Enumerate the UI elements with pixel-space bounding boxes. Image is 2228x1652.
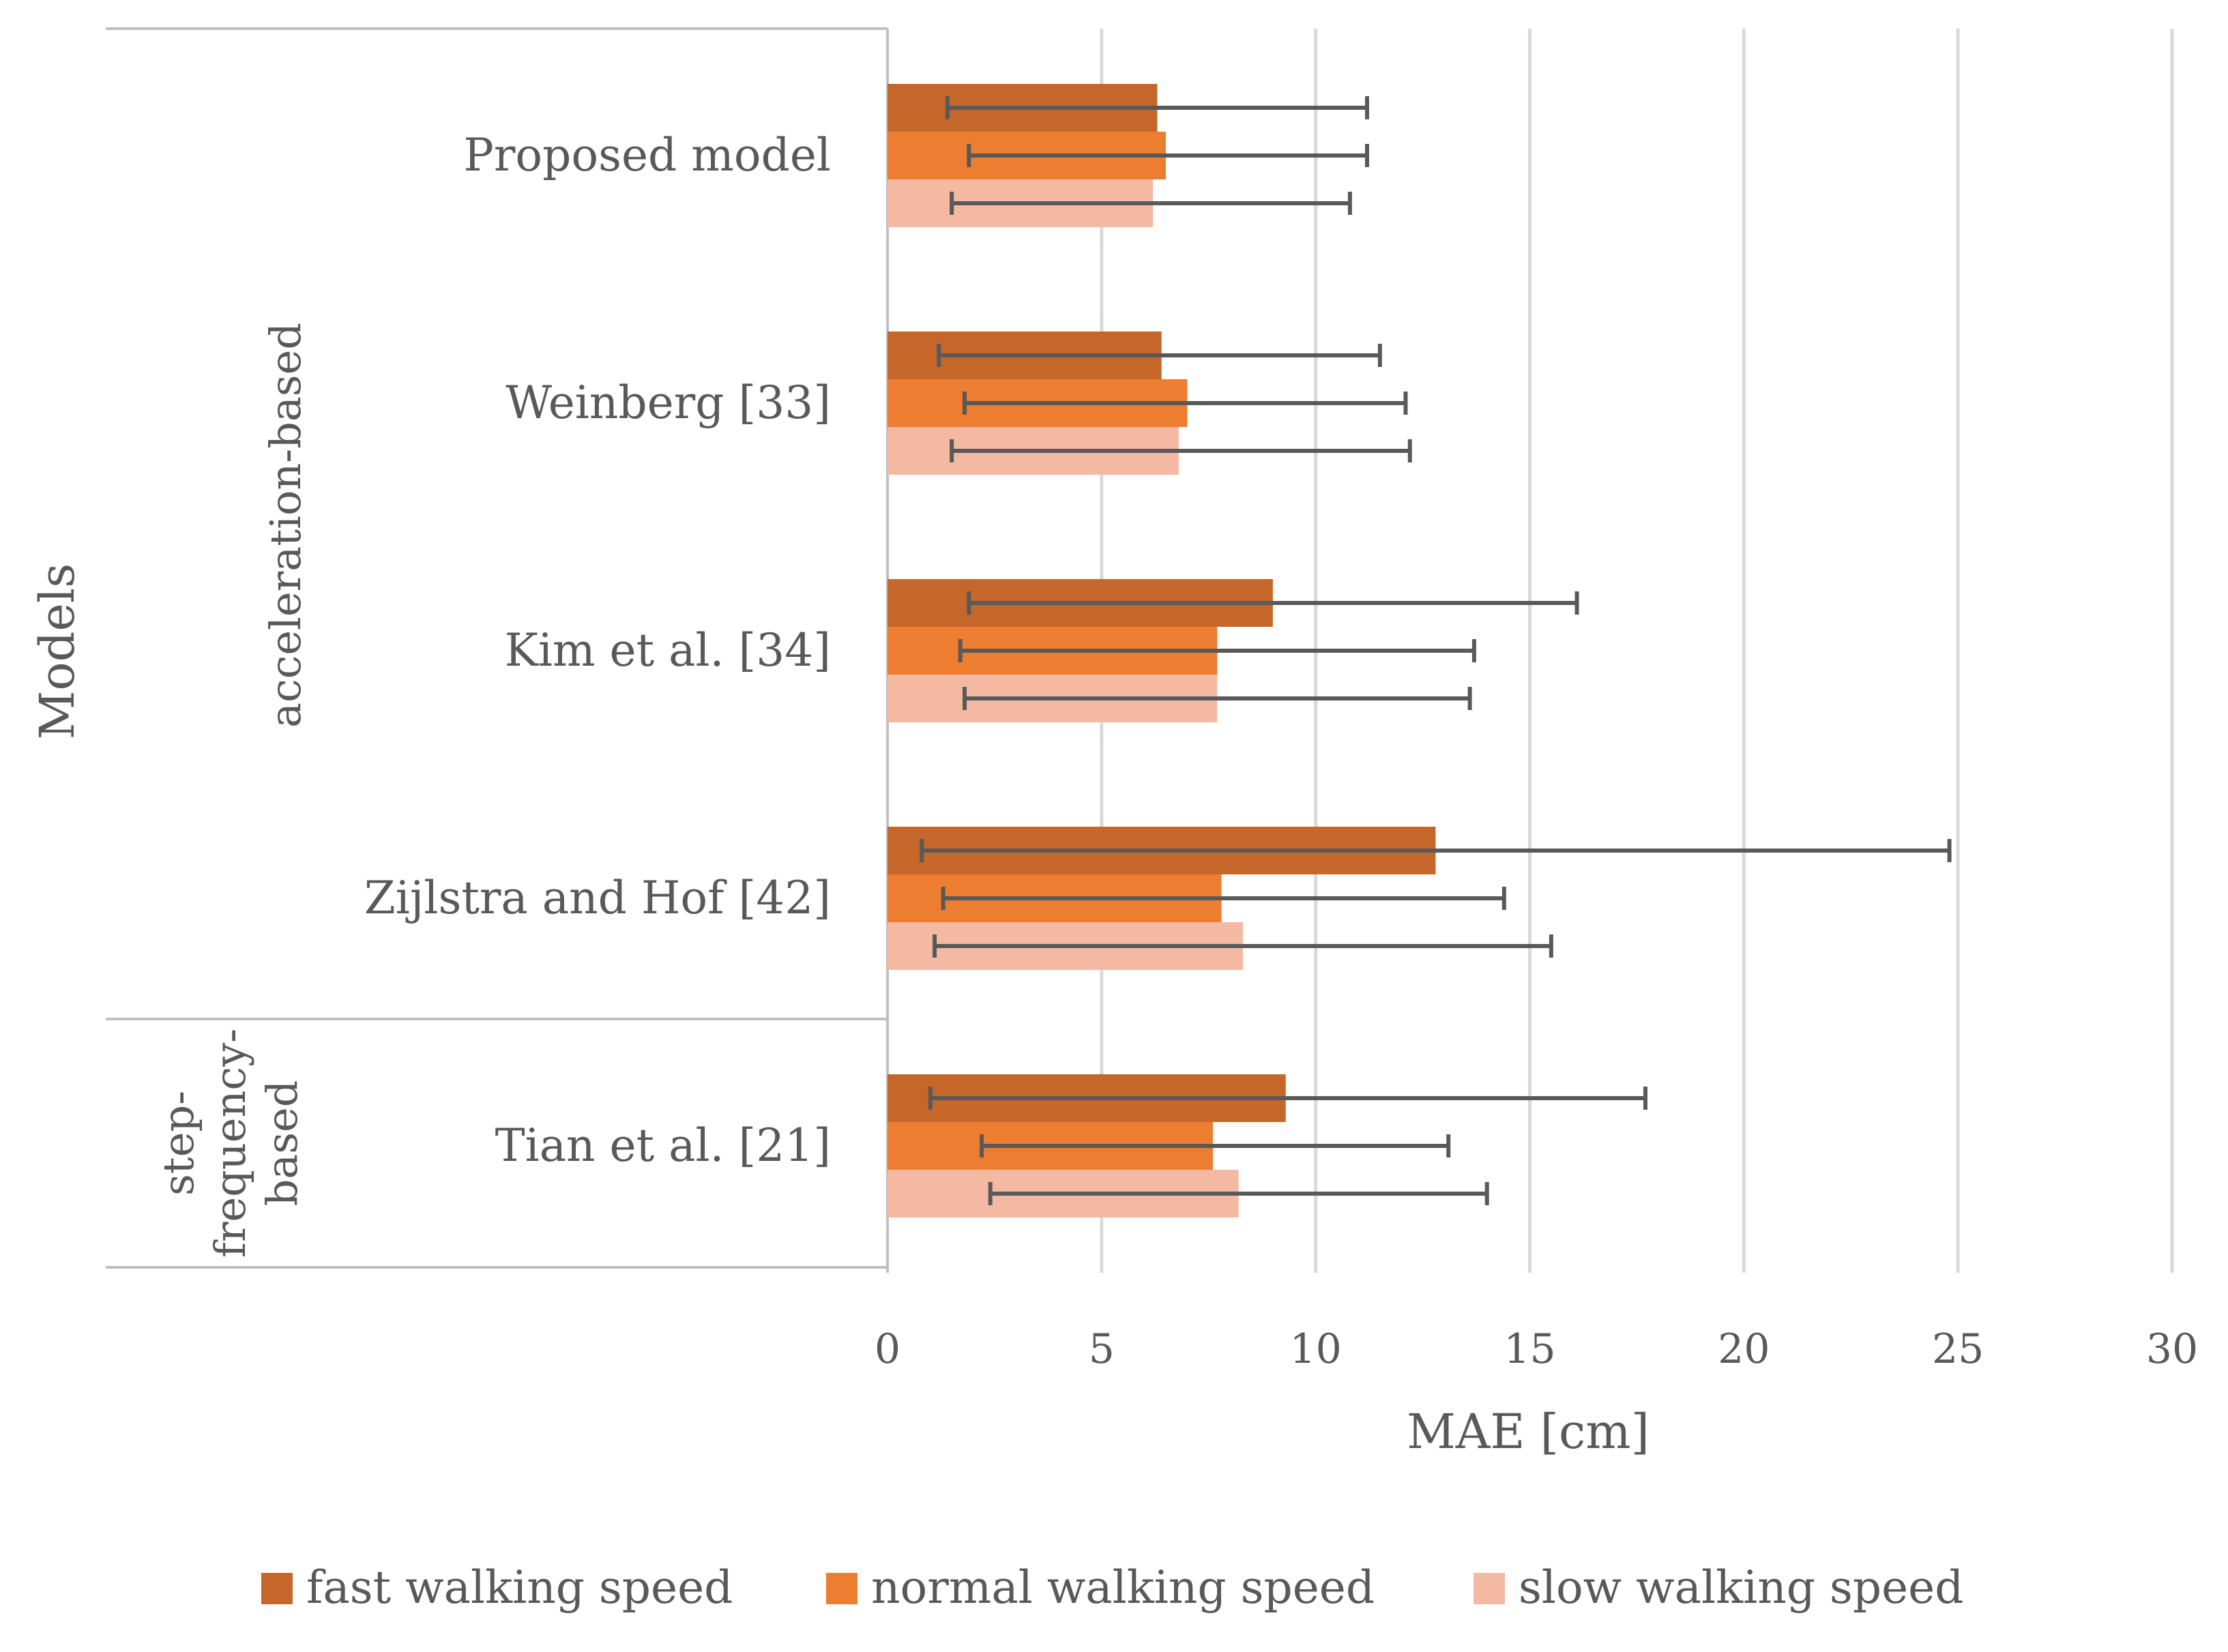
group-label-line: based [257,1080,307,1207]
x-tick-label: 15 [1504,1325,1555,1373]
category-label: Weinberg [33] [505,377,831,429]
legend: fast walking speed normal walking speed sl… [261,1561,1963,1614]
legend-label: fast walking speed [306,1561,733,1614]
y-axis-title: Models [29,563,85,739]
group-label-line: frequency- [205,1029,255,1258]
legend-swatch [1474,1573,1505,1604]
x-tick-label: 0 [875,1325,900,1373]
legend-swatch [826,1573,858,1604]
legend-label: normal walking speed [871,1561,1375,1614]
x-axis-title: MAE [cm] [1407,1404,1650,1460]
error-bars [920,96,1952,1205]
labels: 0 5 10 15 20 25 30 Proposed model Weinberg [33] K… [153,129,2198,1373]
group-label-line: step- [153,1091,203,1196]
category-label: Tian et al. [21] [495,1119,831,1172]
group-label: step-frequency-based [153,1029,307,1258]
x-tick-label: 30 [2146,1325,2198,1373]
x-tick-label: 10 [1289,1325,1341,1373]
legend-swatch [261,1573,293,1604]
category-label: Kim et al. [34] [505,624,831,677]
x-tick-label: 25 [1932,1325,1984,1373]
category-label: Proposed model [463,129,831,181]
gridlines [1100,29,2174,1273]
x-tick-label: 5 [1089,1325,1115,1373]
legend-label: slow walking speed [1519,1561,1963,1614]
category-label: Zijlstra and Hof [42] [364,872,831,924]
group-label: acceleration-based [261,323,310,728]
x-tick-label: 20 [1718,1325,1770,1373]
